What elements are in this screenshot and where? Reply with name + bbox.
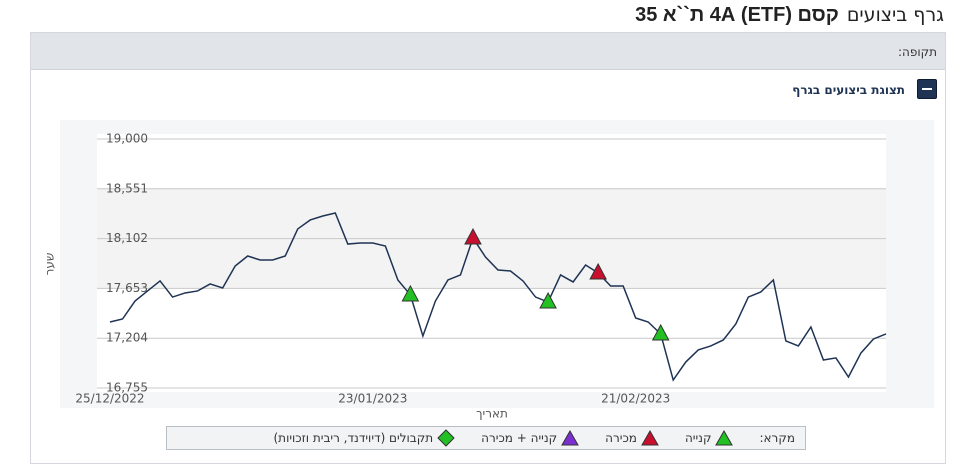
marker <box>589 262 607 280</box>
legend-label: מכירה <box>605 431 637 445</box>
legend-symbol <box>641 429 659 446</box>
legend-item: מכירה <box>605 429 659 447</box>
legend-symbol <box>437 429 455 447</box>
legend-marker <box>561 429 580 446</box>
price-line <box>109 212 887 382</box>
frame: תקופה: תצוגת ביצועים בגרף <box>30 32 946 464</box>
legend-item: קנייה <box>685 429 734 447</box>
y-axis-label: שער <box>43 253 57 276</box>
y-tick-label: 19,000 <box>106 132 148 146</box>
y-tick-label: 17,204 <box>106 331 148 345</box>
x-tick-label: 21/02/2023 <box>601 392 670 406</box>
legend-marker <box>437 429 455 447</box>
legend-marker <box>641 429 659 446</box>
marker <box>539 291 557 309</box>
legend: מקרא: קנייה מכירה קנייה + מכירה תקבולים (דיו… <box>166 426 806 450</box>
legend-marker <box>715 429 734 446</box>
panel-title: תצוגת ביצועים בגרף <box>792 83 905 97</box>
legend-symbol <box>715 429 734 446</box>
y-tick-label: 17,653 <box>106 281 148 295</box>
subtitle: קסם (ETF) 4A ת``א 35 <box>635 4 839 26</box>
marker <box>651 323 670 341</box>
marker <box>401 284 420 302</box>
legend-title: מקרא: <box>759 431 795 445</box>
legend-label: קנייה <box>684 431 712 445</box>
title: גרף ביצועים <box>846 4 944 26</box>
y-tick-label: 18,551 <box>106 181 148 195</box>
x-axis-label: תאריך <box>476 407 508 421</box>
legend-label: קנייה + מכירה <box>481 431 558 445</box>
x-tick-label: 23/01/2023 <box>338 392 407 406</box>
x-tick-label: 25/12/2022 <box>75 392 144 406</box>
grid-band <box>97 188 886 239</box>
marker <box>464 227 482 245</box>
legend-item: קנייה + מכירה <box>481 429 580 447</box>
y-tick-label: 18,102 <box>106 231 148 245</box>
filter-bar: תקופה: <box>31 33 945 70</box>
page-title: גרף ביצועים קסם (ETF) 4A ת``א 35 <box>635 4 944 27</box>
legend-symbol <box>561 429 580 446</box>
filter-label: תקופה: <box>897 45 937 59</box>
y-tick-label: 16,755 <box>106 381 148 395</box>
legend-label: תקבולים (דיוידנד, ריבית וזכויות) <box>273 431 434 445</box>
legend-item: תקבולים (דיוידנד, ריבית וזכויות) <box>274 429 456 447</box>
collapse-button[interactable] <box>917 79 937 99</box>
